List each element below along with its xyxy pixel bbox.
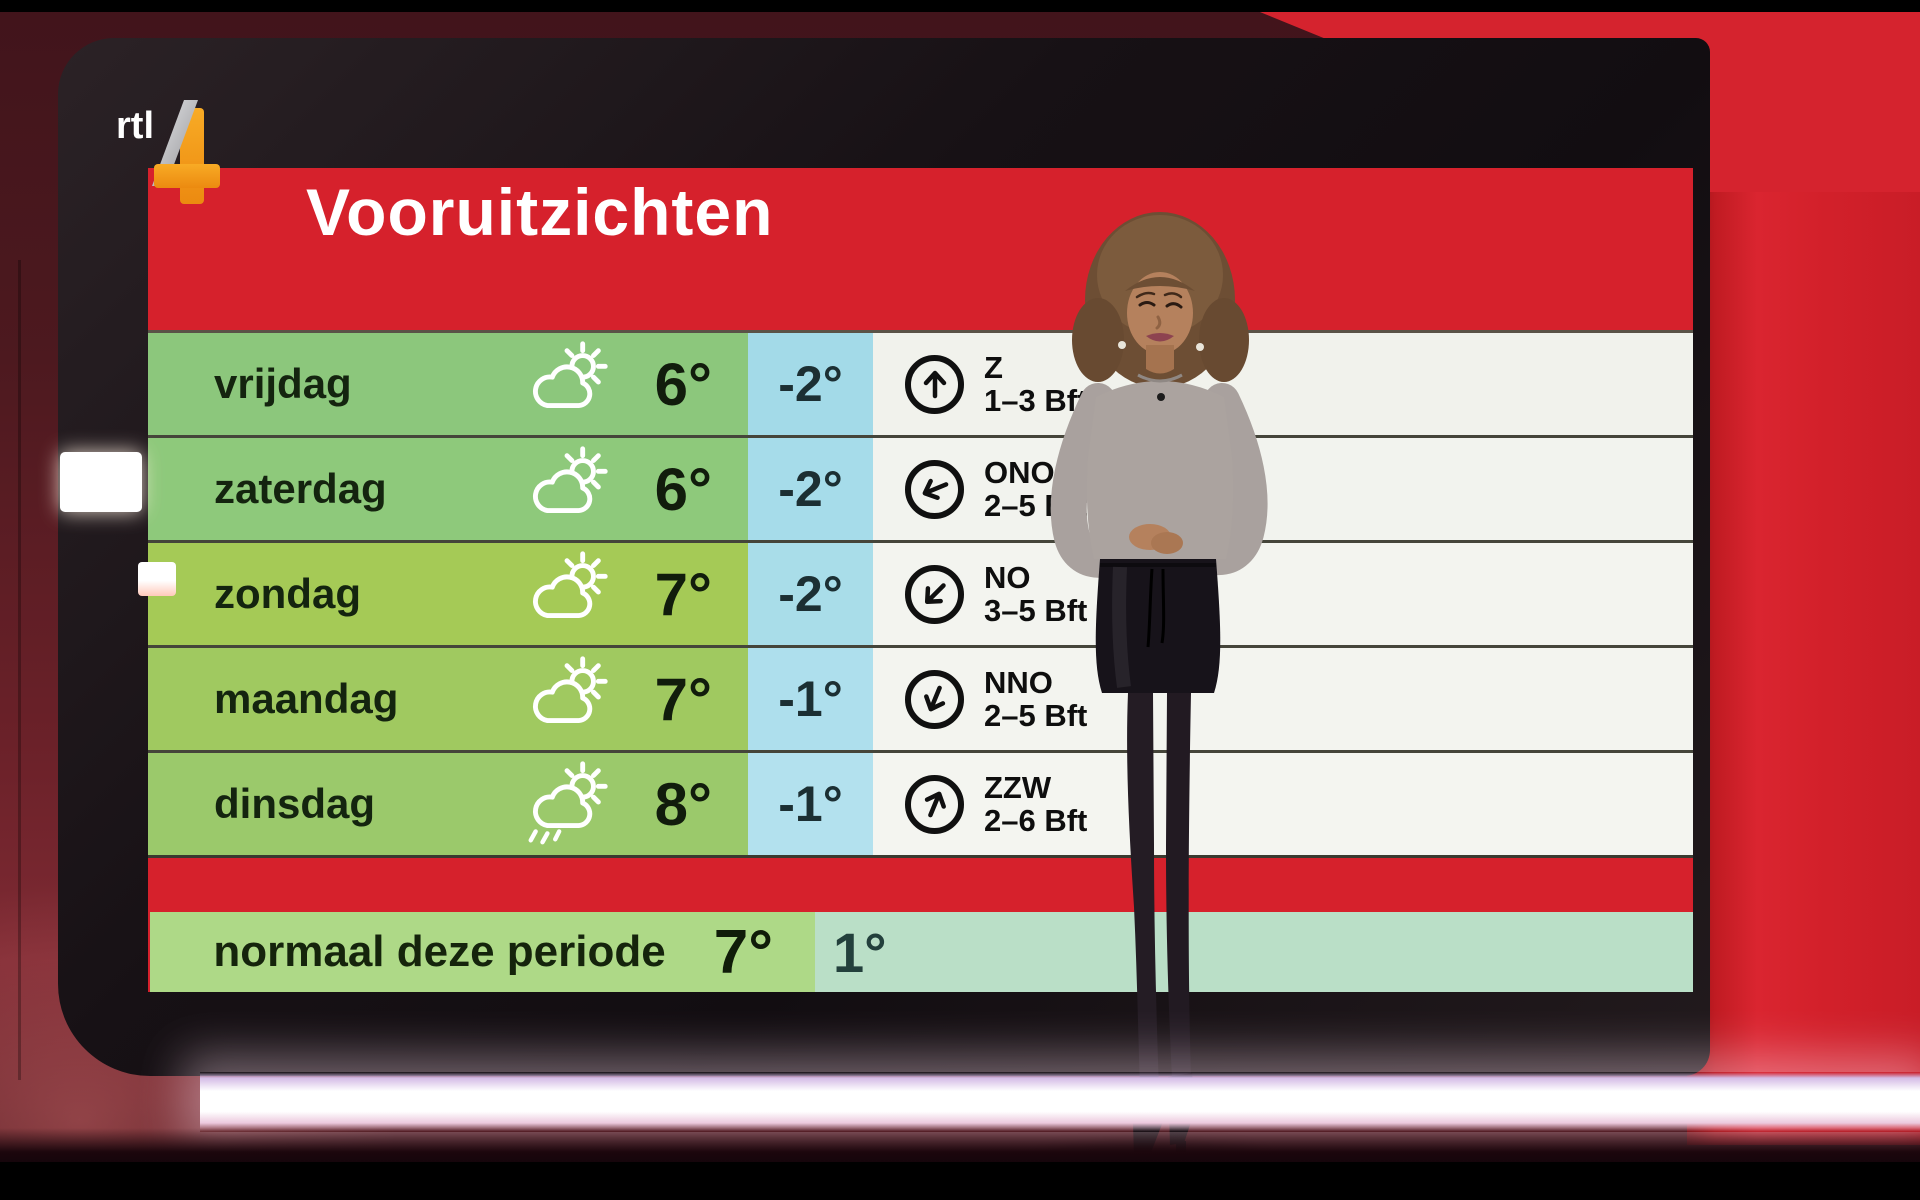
svg-text:rtl: rtl bbox=[116, 105, 154, 147]
weather-presenter bbox=[1000, 205, 1280, 1180]
wall-seam bbox=[18, 260, 21, 1080]
table-row: dinsdag 8° -1° bbox=[148, 750, 1693, 855]
wind-force-label: 3–5 Bft bbox=[984, 593, 1088, 628]
min-temp: -1° bbox=[748, 753, 873, 855]
table-row: maandag 7° -1° bbox=[148, 645, 1693, 750]
day-label: zondag bbox=[214, 570, 361, 617]
wind-direction-icon bbox=[905, 354, 964, 414]
wind-direction-label: NNO bbox=[984, 664, 1053, 700]
wind-direction-label: Z bbox=[984, 349, 1003, 385]
max-temp: 6° bbox=[654, 455, 712, 523]
wind-force-label: 2–5 Bft bbox=[984, 698, 1088, 733]
table-row: vrijdag 6° -2° bbox=[148, 333, 1693, 435]
max-temp: 7° bbox=[654, 665, 712, 733]
letterbox-bottom bbox=[0, 1162, 1920, 1200]
sun-cloud-icon bbox=[518, 655, 616, 743]
weather-board-screen: Vooruitzichten vrijdag 6° -2° bbox=[148, 168, 1693, 992]
studio-lamp-small bbox=[138, 562, 176, 596]
studio-red-wall bbox=[1687, 10, 1920, 1145]
page-title: Vooruitzichten bbox=[306, 175, 774, 249]
sun-cloud-drizzle-icon bbox=[518, 760, 616, 848]
studio-lamp bbox=[60, 452, 142, 512]
rtl4-logo: rtl bbox=[116, 96, 236, 218]
wind-force-label: 2–6 Bft bbox=[984, 803, 1088, 838]
sun-cloud-icon bbox=[518, 445, 616, 533]
wind-direction-icon bbox=[905, 669, 964, 729]
forecast-table: vrijdag 6° -2° bbox=[148, 330, 1693, 858]
wind-force-label: 1–3 Bft bbox=[984, 383, 1088, 418]
max-temp: 8° bbox=[654, 770, 712, 838]
table-row: zaterdag 6° -2° bbox=[148, 435, 1693, 540]
studio-floor bbox=[0, 1128, 1920, 1168]
sun-cloud-icon bbox=[518, 340, 616, 428]
normal-period-bar: normaal deze periode 7° 1° bbox=[150, 912, 1693, 992]
normal-max-temp: 7° bbox=[713, 917, 773, 987]
max-temp: 6° bbox=[654, 350, 712, 418]
wind-direction-label: ZZW bbox=[984, 769, 1052, 805]
floor-light-strip bbox=[200, 1072, 1920, 1132]
wind-direction-icon bbox=[905, 564, 964, 624]
min-temp: -2° bbox=[748, 438, 873, 540]
min-temp: -2° bbox=[748, 543, 873, 645]
normal-min-temp: 1° bbox=[815, 912, 1693, 992]
min-temp: -1° bbox=[748, 648, 873, 750]
max-temp: 7° bbox=[654, 560, 712, 628]
day-label: maandag bbox=[214, 675, 399, 722]
wind-direction-label: NO bbox=[984, 559, 1031, 595]
day-label: vrijdag bbox=[214, 360, 352, 407]
day-label: zaterdag bbox=[214, 465, 387, 512]
sun-cloud-icon bbox=[518, 550, 616, 638]
normal-period-label: normaal deze periode bbox=[213, 927, 666, 976]
wind-direction-icon bbox=[905, 774, 964, 834]
wind-direction-label: ONO bbox=[984, 454, 1055, 490]
day-label: dinsdag bbox=[214, 780, 376, 827]
min-temp: -2° bbox=[748, 333, 873, 435]
table-row: zondag 7° -2° bbox=[148, 540, 1693, 645]
letterbox-top bbox=[0, 0, 1920, 12]
wind-direction-icon bbox=[905, 459, 964, 519]
